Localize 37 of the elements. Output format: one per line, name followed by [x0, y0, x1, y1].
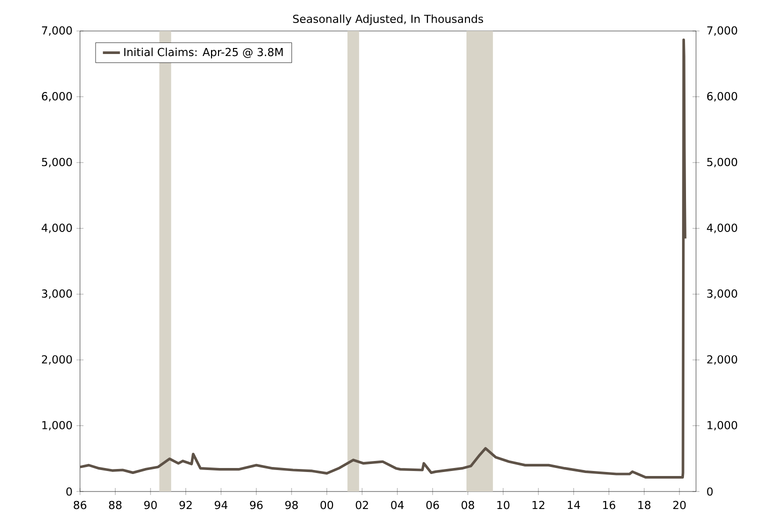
chart-title: Seasonally Adjusted, In Thousands: [293, 14, 484, 26]
x-tick-label: 06: [426, 500, 439, 510]
x-tick-label: 20: [673, 500, 686, 510]
y-tick-label: 3,000: [42, 289, 72, 299]
x-tick-label: 12: [532, 500, 544, 510]
y2-tick-label: 2,000: [707, 355, 738, 365]
line-series: [80, 38, 686, 479]
y-tick-label: 5,000: [42, 158, 72, 168]
x-tick-label: 00: [320, 500, 334, 510]
y-tick-label: 7,000: [42, 26, 72, 36]
x-tick-label: 88: [109, 500, 122, 510]
x-tick-label: 14: [568, 500, 580, 509]
x-tick-label: 96: [250, 500, 263, 510]
y-tick-label: 2,000: [42, 355, 72, 365]
y-tick-label: 4,000: [42, 224, 72, 234]
x-tick-label: 94: [214, 500, 228, 510]
y2-tick-label: 6,000: [707, 92, 738, 102]
x-tick-label: 18: [638, 500, 650, 510]
y2-tick-label: 5,000: [707, 158, 738, 168]
y2-tick-label: 7,000: [707, 26, 738, 36]
y-tick-label: 1,000: [42, 420, 72, 430]
y2-tick-label: 4,000: [706, 224, 738, 234]
x-tick-label: 16: [603, 500, 616, 510]
x-tick-label: 04: [391, 500, 404, 510]
x-tick-label: 92: [179, 500, 192, 510]
y2-tick-label: 3,000: [707, 289, 738, 299]
y-tick-label: 6,000: [42, 92, 72, 102]
x-tick-label: 98: [285, 500, 298, 510]
y2-tick-label: 0: [707, 487, 713, 496]
legend-label: Initial Claims: Apr-25 @ 3.8M: [124, 48, 283, 58]
x-tick-label: 10: [497, 500, 510, 510]
y2-tick-label: 1,000: [708, 420, 738, 430]
x-tick-label: 08: [462, 500, 474, 510]
x-tick-label: 90: [144, 500, 157, 510]
x-tick-label: 02: [356, 500, 368, 510]
x-tick-label: 86: [74, 500, 86, 510]
y-tick-label: 0: [66, 487, 72, 496]
